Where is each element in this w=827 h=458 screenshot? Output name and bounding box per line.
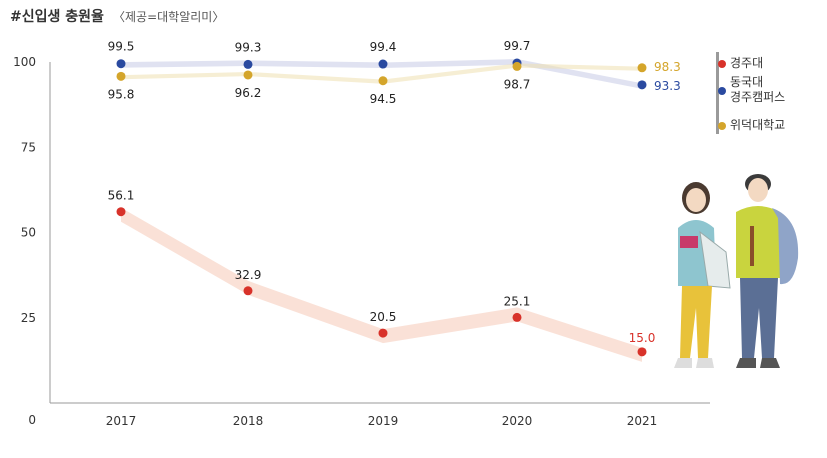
chart-title-block: #신입생 충원율 〈제공=대학알리미〉 [10, 6, 224, 26]
chart-subtitle: 〈제공=대학알리미〉 [112, 10, 225, 24]
y-tick-label: 100 [13, 55, 36, 69]
legend-label-uiduk: 위덕대학교 [730, 118, 786, 132]
data-label: 93.3 [654, 79, 681, 93]
data-label: 56.1 [108, 189, 135, 203]
data-point [637, 347, 647, 357]
data-label: 20.5 [370, 310, 397, 324]
data-point [243, 70, 253, 80]
y-tick-label: 25 [21, 311, 36, 325]
student-left [674, 182, 731, 368]
legend-label-dongguk-line2: 경주캠퍼스 [730, 90, 786, 104]
students-illustration [674, 174, 799, 368]
y-tick-label: 50 [21, 226, 36, 240]
x-tick-label: 2020 [502, 414, 533, 428]
data-label: 96.2 [235, 86, 262, 100]
legend-label-gyeongju: 경주대 [730, 56, 764, 70]
y-tick-label: 75 [21, 140, 36, 154]
data-label: 99.3 [235, 40, 262, 54]
legend-marker-uiduk [718, 122, 726, 130]
data-point [116, 207, 126, 217]
data-point [378, 59, 388, 69]
data-point [116, 59, 126, 69]
data-point [243, 59, 253, 69]
chart-title: #신입생 충원율 [10, 9, 104, 25]
data-label: 99.7 [504, 39, 531, 53]
y-tick-label: 0 [28, 413, 36, 427]
data-label: 98.7 [504, 77, 531, 91]
data-label: 32.9 [235, 268, 262, 282]
legend-label-dongguk-line1: 동국대 [730, 75, 764, 89]
legend-marker-dongguk [718, 87, 726, 95]
data-label: 15.0 [629, 331, 656, 345]
data-point [512, 61, 522, 71]
data-label: 99.5 [108, 40, 135, 54]
legend-item-gyeongju: 경주대 [718, 56, 764, 71]
data-point [378, 328, 388, 338]
data-label: 25.1 [504, 294, 531, 308]
x-tick-label: 2018 [233, 414, 264, 428]
data-point [512, 312, 522, 322]
data-label: 95.8 [108, 87, 135, 101]
x-tick-label: 2019 [368, 414, 399, 428]
legend-divider [716, 52, 719, 134]
data-point [116, 71, 126, 81]
data-label: 94.5 [370, 92, 397, 106]
series-band [121, 207, 642, 362]
student-right [736, 174, 799, 368]
x-tick-label: 2017 [106, 414, 137, 428]
x-tick-label: 2021 [627, 414, 658, 428]
data-point [378, 76, 388, 86]
legend-item-uiduk: 위덕대학교 [718, 118, 786, 133]
legend-marker-gyeongju [718, 60, 726, 68]
data-point [637, 63, 647, 73]
data-point [243, 286, 253, 296]
data-label: 99.4 [370, 40, 397, 54]
data-point [637, 80, 647, 90]
legend-item-dongguk: 동국대 경주캠퍼스 [718, 75, 786, 105]
data-label: 98.3 [654, 60, 681, 74]
